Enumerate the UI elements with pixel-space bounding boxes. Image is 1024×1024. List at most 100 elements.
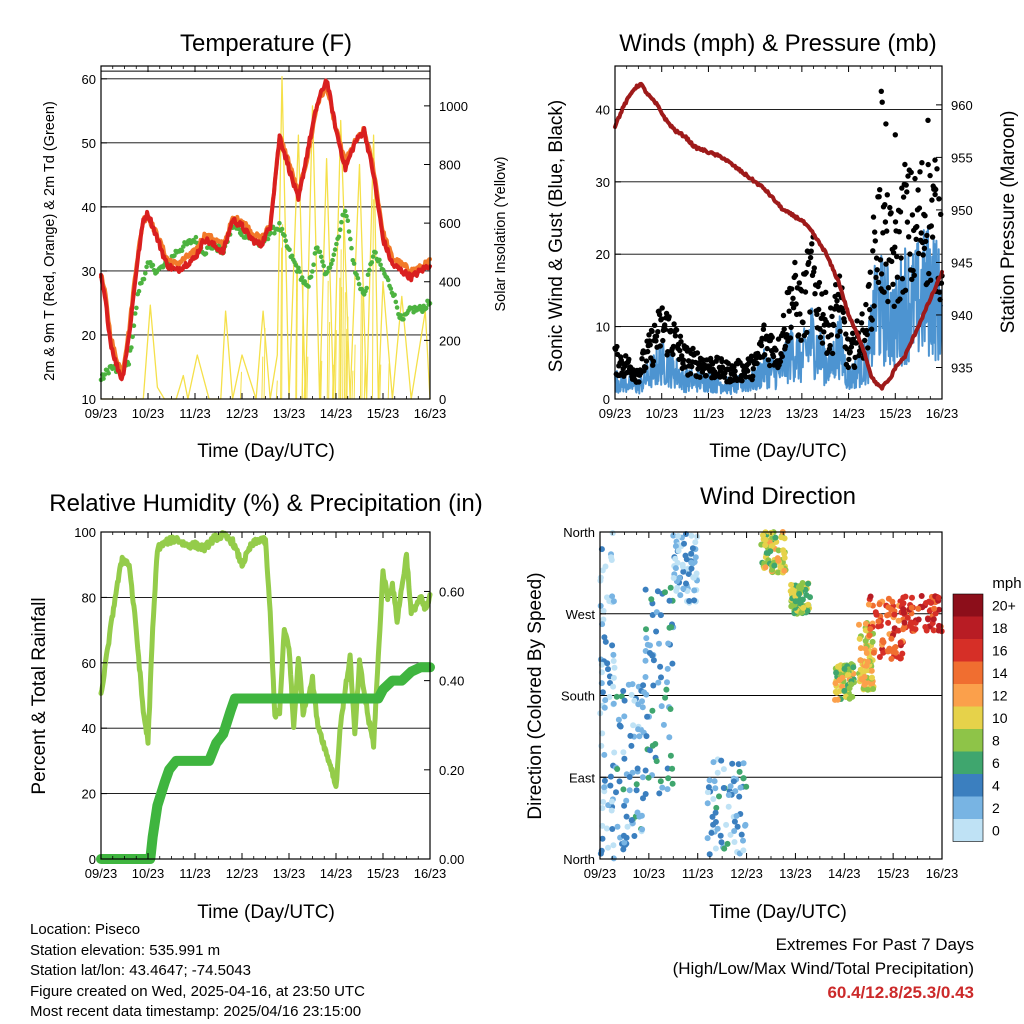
gust-point	[851, 364, 858, 370]
solar-insolation-spike	[353, 344, 356, 400]
gust-point	[767, 362, 773, 369]
dewpoint-point	[283, 238, 289, 243]
dewpoint-point	[331, 252, 337, 257]
gust-point	[623, 353, 629, 359]
direction-point	[845, 671, 852, 678]
gust-point	[858, 320, 865, 326]
humidity-plot-area: 09/23 10/23 11/23 12/23 13/23 14/23 15/23 16/23…	[74, 525, 464, 881]
gust-point	[829, 313, 835, 320]
solar-insolation-spike	[281, 224, 284, 400]
direction-point	[892, 649, 899, 656]
solar-insolation-spike	[263, 328, 266, 400]
direction-point	[610, 651, 617, 658]
gust-point	[639, 356, 645, 362]
direction-point	[599, 822, 606, 829]
gust-point	[680, 357, 687, 363]
direction-point	[623, 813, 630, 820]
direction-point	[780, 547, 787, 554]
gust-point	[798, 337, 804, 343]
gust-point	[803, 269, 809, 276]
temperature-panel: Temperature (F) 09/23 10/23 11/23 12/23 13/2…	[42, 30, 509, 462]
direction-point	[610, 658, 617, 664]
gust-point	[917, 169, 923, 175]
gust-point	[929, 234, 936, 240]
direction-point	[640, 682, 647, 689]
direction-point	[617, 723, 624, 730]
gust-point	[920, 252, 926, 258]
direction-point	[897, 655, 904, 662]
solar-insolation-spike	[240, 371, 242, 400]
dewpoint-point	[359, 286, 365, 292]
direction-point	[704, 835, 711, 842]
dewpoint-point	[385, 277, 391, 283]
gust-point	[784, 332, 790, 338]
direction-point	[654, 588, 661, 595]
gust-point	[678, 339, 684, 345]
direction-point	[718, 757, 725, 764]
latlon-text: Station lat/lon: 43.4647; -74.5043	[30, 962, 252, 979]
direction-x-tick-label: 13/23	[779, 866, 812, 881]
gust-point	[655, 329, 661, 335]
direction-point	[621, 697, 628, 704]
direction-point	[899, 650, 906, 657]
total-precipitation-line	[96, 662, 435, 864]
direction-point	[908, 619, 915, 626]
gust-point	[781, 326, 787, 332]
dewpoint-point	[367, 267, 372, 273]
direction-point	[710, 796, 717, 802]
dewpoint-point	[282, 233, 287, 238]
direction-point	[657, 778, 664, 785]
temperature-y-tick-label: 30	[82, 264, 96, 279]
direction-point	[631, 833, 638, 839]
dewpoint-point	[339, 219, 344, 225]
dewpoint-point	[299, 275, 305, 280]
gust-point	[912, 175, 918, 182]
direction-point	[642, 657, 649, 664]
temperature-y2-tick-label: 0	[439, 392, 446, 407]
dewpoint-point	[101, 376, 106, 381]
solar-insolation-spike	[326, 280, 329, 400]
dewpoint-point	[329, 261, 334, 267]
direction-point	[795, 584, 802, 591]
gust-point	[896, 229, 902, 235]
colorbar-label: 10	[992, 710, 1008, 726]
direction-point	[717, 832, 724, 839]
gust-point	[915, 187, 921, 193]
direction-point	[628, 742, 635, 749]
winds-x-tick-label: 16/23	[926, 406, 959, 421]
direction-point	[733, 812, 740, 819]
solar-insolation-spike	[306, 356, 309, 400]
dewpoint-point	[369, 260, 375, 265]
direction-point	[869, 674, 875, 681]
direction-point	[666, 734, 673, 741]
winds-y2-tick-label: 960	[951, 98, 973, 113]
direction-point	[857, 645, 864, 652]
dewpoint-point	[365, 272, 371, 278]
solar-insolation-spike	[363, 355, 366, 400]
solar-insolation-spike	[334, 330, 337, 400]
direction-point	[600, 616, 607, 623]
direction-point	[832, 688, 839, 695]
winds-y-tick-label: 30	[596, 175, 610, 190]
dewpoint-point	[102, 372, 108, 377]
gust-point	[905, 173, 911, 179]
gust-point	[656, 311, 663, 318]
gust-point	[789, 286, 795, 292]
station-metadata: Location: Piseco Station elevation: 535.…	[30, 920, 365, 1023]
gust-point	[911, 272, 917, 278]
direction-point	[706, 851, 713, 858]
gust-point	[650, 358, 657, 364]
direction-point	[876, 601, 883, 608]
direction-point	[669, 660, 676, 667]
solar-insolation-spike	[331, 364, 334, 400]
direction-point	[708, 829, 715, 836]
gust-point	[758, 342, 765, 349]
dewpoint-point	[126, 362, 132, 367]
direction-point	[731, 818, 738, 825]
gust-point	[869, 317, 875, 323]
direction-point	[856, 635, 863, 642]
gust-point	[892, 244, 898, 250]
colorbar-label: 18	[992, 620, 1008, 636]
colorbar-label: 12	[992, 687, 1008, 703]
direction-point	[601, 784, 608, 791]
